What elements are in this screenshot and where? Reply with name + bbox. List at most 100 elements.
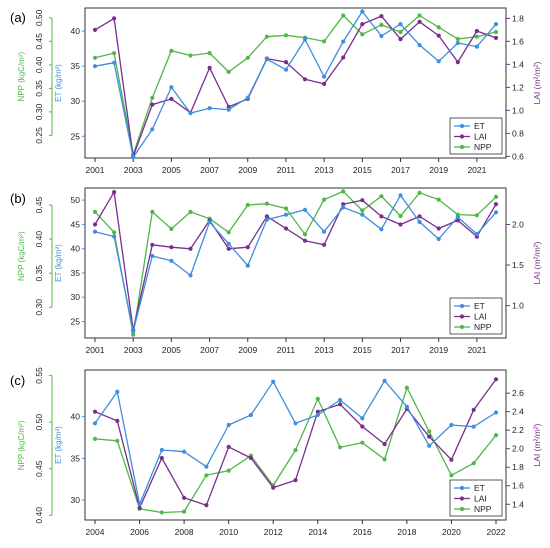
data-point-npp: [92, 436, 98, 441]
series-line-lai: [94, 15, 497, 158]
series-line-npp: [94, 190, 497, 336]
legend-marker-lai: [459, 496, 465, 501]
data-point-npp: [417, 190, 422, 195]
data-point-et: [150, 253, 155, 259]
legend-marker-npp: [459, 144, 465, 150]
data-point-npp: [455, 36, 460, 42]
data-point-npp: [493, 29, 499, 35]
data-point-et: [245, 95, 250, 100]
et-axis-label: ET (kg/m²): [54, 426, 63, 464]
data-point-npp: [315, 396, 320, 401]
x-tick-label: 2003: [124, 345, 143, 355]
data-point-npp: [471, 461, 476, 466]
data-point-npp: [92, 55, 98, 60]
data-point-npp: [169, 226, 174, 231]
data-point-lai: [379, 14, 384, 19]
series-line-lai: [94, 191, 497, 331]
data-point-npp: [159, 510, 164, 515]
data-point-lai: [169, 245, 174, 250]
data-point-lai: [341, 202, 346, 207]
lai-tick-label: 1.4: [512, 499, 524, 509]
data-point-et: [474, 232, 479, 237]
x-tick-label: 2020: [442, 527, 461, 537]
legend-label-npp: NPP: [474, 142, 492, 152]
data-point-et: [455, 40, 460, 46]
data-point-et: [379, 227, 384, 232]
data-point-npp: [379, 194, 384, 199]
lai-tick-label: 1.5: [512, 260, 524, 270]
data-point-et: [493, 22, 499, 27]
data-point-npp: [493, 433, 499, 438]
data-point-lai: [322, 242, 327, 247]
x-tick-label: 2005: [162, 345, 181, 355]
data-point-et: [302, 37, 308, 42]
data-point-npp: [112, 51, 117, 56]
data-point-lai: [360, 424, 365, 429]
data-point-npp: [204, 473, 209, 478]
npp-tick-label: 0.35: [34, 265, 44, 282]
data-point-npp: [398, 29, 403, 35]
legend-label-lai: LAI: [474, 494, 487, 504]
data-point-lai: [322, 81, 327, 86]
data-point-npp: [341, 189, 346, 194]
x-tick-label: 2016: [353, 527, 372, 537]
data-point-npp: [493, 194, 499, 199]
data-point-lai: [455, 218, 460, 223]
npp-tick-label: 0.45: [34, 33, 44, 50]
data-point-lai: [115, 418, 120, 423]
data-point-npp: [245, 55, 250, 60]
data-point-npp: [474, 34, 479, 39]
data-point-et: [264, 217, 269, 222]
x-tick-label: 2006: [130, 527, 149, 537]
data-point-lai: [283, 60, 289, 65]
data-point-et: [188, 273, 193, 278]
data-point-lai: [169, 96, 174, 101]
data-point-et: [226, 422, 231, 428]
legend-marker-npp: [459, 324, 465, 330]
x-tick-label: 2007: [200, 345, 219, 355]
lai-tick-label: 2.0: [512, 219, 524, 229]
data-point-lai: [283, 226, 289, 231]
data-point-lai: [471, 407, 476, 412]
data-point-npp: [150, 95, 155, 100]
data-point-lai: [245, 245, 250, 250]
data-point-lai: [398, 37, 403, 42]
data-point-lai: [293, 478, 298, 483]
data-point-lai: [493, 35, 499, 41]
data-point-lai: [188, 246, 193, 251]
data-point-et: [417, 43, 422, 48]
data-point-et: [474, 44, 479, 49]
data-point-et: [341, 39, 346, 44]
npp-tick-label: 0.30: [34, 299, 44, 316]
data-point-lai: [338, 402, 343, 407]
series-line-lai: [94, 378, 497, 509]
x-tick-label: 2018: [397, 527, 416, 537]
data-point-et: [159, 447, 164, 453]
data-point-npp: [150, 209, 155, 214]
legend-label-lai: LAI: [474, 132, 487, 142]
data-point-et: [137, 502, 142, 507]
data-point-et: [436, 59, 441, 64]
data-point-et: [226, 241, 231, 246]
et-tick-label: 30: [71, 495, 81, 505]
data-point-npp: [427, 429, 432, 434]
data-point-lai: [182, 495, 187, 500]
legend-marker-lai: [459, 134, 465, 139]
x-tick-label: 2017: [391, 165, 410, 175]
data-point-lai: [360, 22, 365, 27]
lai-tick-label: 2.6: [512, 388, 524, 398]
data-point-et: [315, 412, 320, 418]
data-point-npp: [283, 33, 289, 38]
panel-2: (b) 2001 2003 2005 2007 2009 2011 2013 2015 2017 2…: [10, 187, 542, 355]
data-point-lai: [112, 16, 117, 21]
data-point-et: [322, 74, 327, 79]
data-point-lai: [398, 222, 403, 227]
x-tick-label: 2001: [86, 165, 105, 175]
x-tick-label: 2004: [86, 527, 105, 537]
legend-marker-npp: [459, 506, 465, 512]
npp-axis-label: NPP (kgC/m²): [17, 52, 26, 102]
data-point-et: [382, 378, 387, 383]
series-line-et: [94, 194, 497, 332]
npp-tick-label: 0.40: [34, 231, 44, 248]
data-point-lai: [382, 442, 387, 447]
